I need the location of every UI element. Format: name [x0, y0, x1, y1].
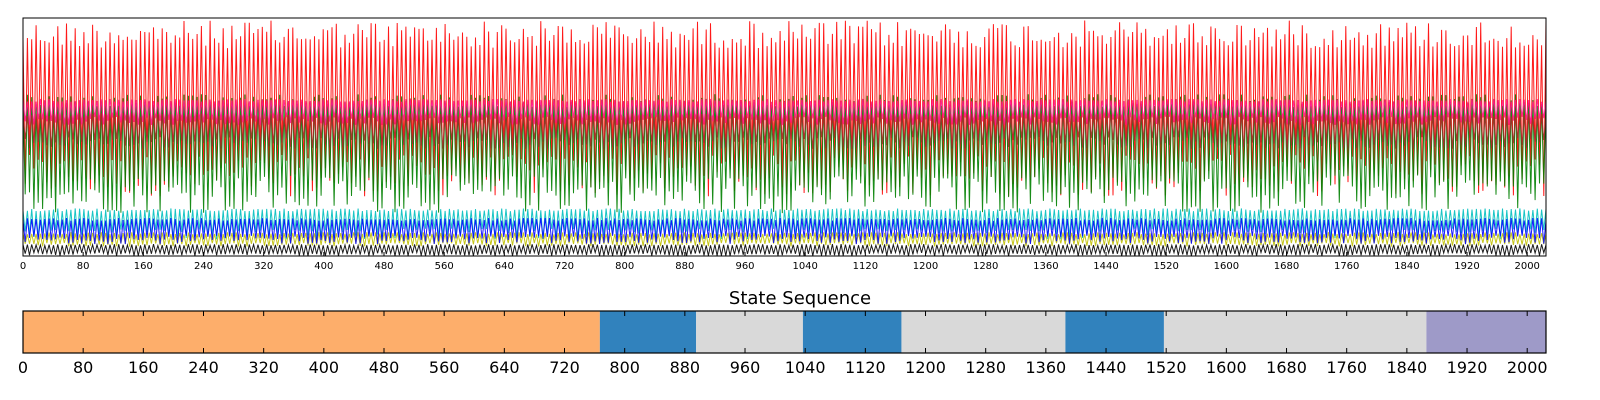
state-x-tick-label: 1360 [1025, 358, 1066, 377]
signal-plot-axis: 0 80 160 240 320 400 480 560 640 720 800 880 960 1040… [20, 17, 1547, 272]
signal-x-tick-label: 640 [495, 261, 514, 272]
signal-x-tick-label: 480 [374, 261, 393, 272]
state-sequence-axis: 0 80 160 240 320 400 480 560 640 720 800 880 960 1040… [18, 310, 1548, 377]
signal-x-tick-label: 400 [314, 261, 333, 272]
state-segment-7 [1426, 311, 1546, 353]
signal-x-tick-label: 960 [735, 261, 754, 272]
signal-x-tick-label: 1120 [853, 261, 878, 272]
signal-series-5 [23, 242, 1546, 256]
signal-x-tick-label: 1040 [792, 261, 817, 272]
signal-x-tick-label: 80 [77, 261, 90, 272]
state-sequence-frame [22, 310, 1547, 354]
state-x-tick-label: 80 [73, 358, 93, 377]
state-x-tick-label: 400 [309, 358, 340, 377]
state-x-tick-label: 1760 [1326, 358, 1367, 377]
signal-x-tick-label: 720 [555, 261, 574, 272]
state-x-tick-label: 1440 [1086, 358, 1127, 377]
signal-x-tick-label: 1280 [973, 261, 998, 272]
signal-x-tick-label: 1760 [1334, 261, 1359, 272]
signal-x-tick-label: 320 [254, 261, 273, 272]
state-segment-0 [23, 311, 600, 353]
state-segment-5 [1065, 311, 1164, 353]
signal-x-tick-label: 160 [134, 261, 153, 272]
state-x-tick-label: 1280 [965, 358, 1006, 377]
signal-x-tick-label: 240 [194, 261, 213, 272]
state-segment-2 [696, 311, 803, 353]
state-segment-3 [802, 311, 902, 353]
state-x-tick-label: 160 [128, 358, 159, 377]
state-sequence-bar [23, 311, 1546, 353]
signal-x-tick-label: 1520 [1153, 261, 1178, 272]
signal-series-1 [23, 94, 1546, 214]
signal-x-tick-label: 0 [20, 261, 26, 272]
state-x-tick-label: 480 [369, 358, 400, 377]
signal-x-tick-label: 1440 [1093, 261, 1118, 272]
state-x-tick-label: 1600 [1206, 358, 1247, 377]
state-x-tick-label: 720 [549, 358, 580, 377]
state-x-tick-label: 1040 [785, 358, 826, 377]
signal-x-tick-label: 1360 [1033, 261, 1058, 272]
state-x-tick-label: 1840 [1387, 358, 1428, 377]
signal-x-tick-label: 1200 [913, 261, 938, 272]
signal-x-tick-label: 1680 [1274, 261, 1299, 272]
state-x-tick-label: 1200 [905, 358, 946, 377]
state-x-tick-label: 240 [188, 358, 219, 377]
signal-x-tick-label: 1600 [1214, 261, 1239, 272]
state-x-tick-label: 1920 [1447, 358, 1488, 377]
state-x-tick-label: 880 [670, 358, 701, 377]
state-x-tick-label: 320 [248, 358, 279, 377]
signal-series-2 [23, 208, 1546, 240]
signal-plot [23, 20, 1546, 256]
signal-series-6 [23, 98, 1546, 126]
state-x-tick-label: 640 [489, 358, 520, 377]
state-sequence-title: State Sequence [729, 288, 871, 309]
signal-x-tick-label: 880 [675, 261, 694, 272]
signal-series-3 [23, 232, 1546, 247]
signal-plot-frame [22, 17, 1547, 257]
signal-x-tick-label: 560 [435, 261, 454, 272]
state-segment-6 [1163, 311, 1427, 353]
state-x-tick-label: 1680 [1266, 358, 1307, 377]
state-x-tick-label: 0 [18, 358, 28, 377]
signal-series-7 [23, 113, 1546, 149]
signal-x-tick-label: 1840 [1394, 261, 1419, 272]
state-x-tick-label: 960 [730, 358, 761, 377]
state-x-tick-label: 1120 [845, 358, 886, 377]
state-x-tick-label: 560 [429, 358, 460, 377]
state-segment-1 [599, 311, 697, 353]
state-x-tick-label: 2000 [1507, 358, 1548, 377]
signal-x-tick-label: 2000 [1514, 261, 1539, 272]
signal-series-4 [23, 217, 1546, 245]
signal-x-tick-label: 1920 [1454, 261, 1479, 272]
state-x-tick-label: 1520 [1146, 358, 1187, 377]
state-x-tick-label: 800 [609, 358, 640, 377]
state-segment-4 [901, 311, 1066, 353]
signal-x-tick-label: 800 [615, 261, 634, 272]
